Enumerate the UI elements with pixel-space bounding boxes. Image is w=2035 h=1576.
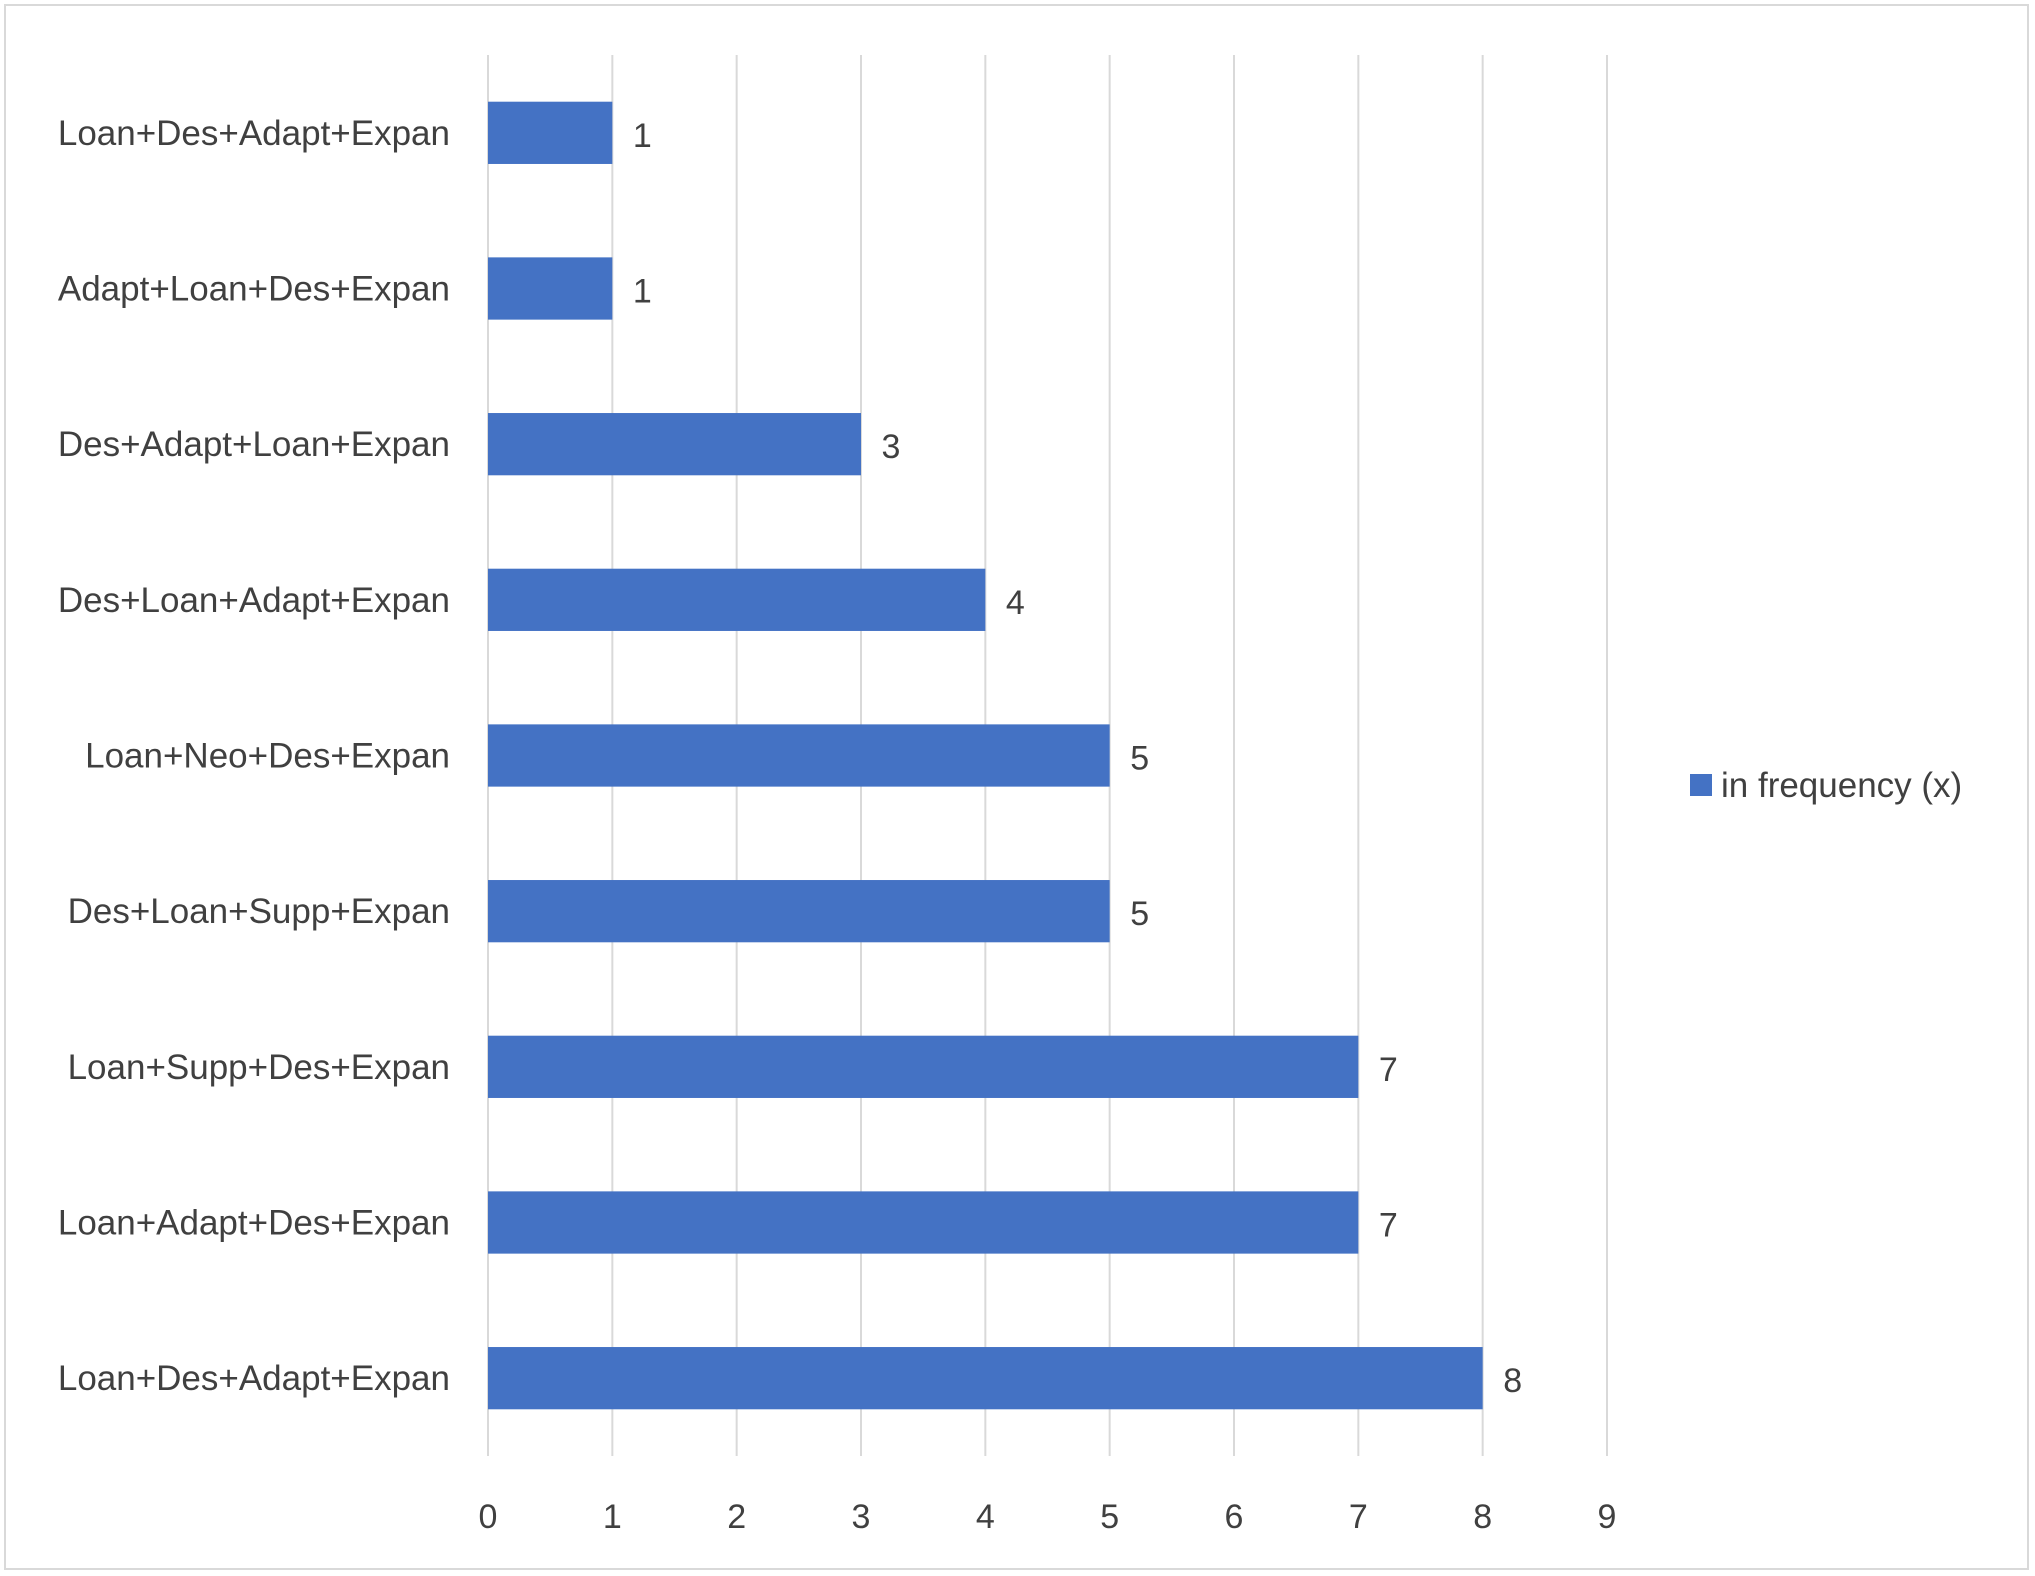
- category-label: Des+Loan+Supp+Expan: [68, 892, 450, 931]
- x-tick-label: 9: [1598, 1498, 1617, 1536]
- bar: [488, 1035, 1359, 1098]
- legend-swatch: [1690, 774, 1712, 796]
- category-label: Loan+Des+Adapt+Expan: [58, 114, 450, 153]
- data-label: 5: [1130, 895, 1149, 933]
- x-tick-label: 3: [852, 1498, 871, 1536]
- bar: [488, 880, 1110, 943]
- legend-label: in frequency (x): [1721, 766, 1962, 805]
- bar: [488, 1347, 1483, 1410]
- data-label: 7: [1379, 1207, 1398, 1245]
- category-label: Des+Loan+Adapt+Expan: [58, 581, 450, 620]
- x-tick-label: 0: [479, 1498, 498, 1536]
- legend: in frequency (x): [1690, 766, 1962, 805]
- category-label: Des+Adapt+Loan+Expan: [58, 425, 450, 464]
- category-label: Loan+Supp+Des+Expan: [68, 1048, 450, 1087]
- bar: [488, 1191, 1359, 1254]
- data-label: 7: [1379, 1051, 1398, 1089]
- x-tick-label: 6: [1225, 1498, 1244, 1536]
- bar: [488, 724, 1110, 787]
- bar: [488, 568, 986, 631]
- bar: [488, 413, 861, 476]
- data-label: 4: [1006, 584, 1025, 622]
- category-label: Loan+Adapt+Des+Expan: [58, 1204, 450, 1243]
- bar: [488, 101, 613, 164]
- labels: 0 1 2 3 4 5 6 7 8 9 Loan+Des+Adapt+Expan 1 Adapt+Loa…: [58, 114, 1617, 1536]
- data-label: 1: [633, 117, 652, 155]
- bars: [488, 101, 1483, 1410]
- x-tick-label: 5: [1100, 1498, 1119, 1536]
- category-label: Loan+Des+Adapt+Expan: [58, 1359, 450, 1398]
- x-tick-label: 1: [603, 1498, 622, 1536]
- category-label: Adapt+Loan+Des+Expan: [58, 270, 450, 309]
- x-tick-label: 7: [1349, 1498, 1368, 1536]
- x-tick-label: 2: [727, 1498, 746, 1536]
- category-label: Loan+Neo+Des+Expan: [85, 737, 450, 776]
- data-label: 5: [1130, 740, 1149, 778]
- x-tick-label: 4: [976, 1498, 995, 1536]
- bar: [488, 257, 613, 320]
- data-label: 3: [882, 428, 901, 466]
- data-label: 1: [633, 273, 652, 311]
- x-tick-label: 8: [1473, 1498, 1492, 1536]
- data-label: 8: [1503, 1362, 1522, 1400]
